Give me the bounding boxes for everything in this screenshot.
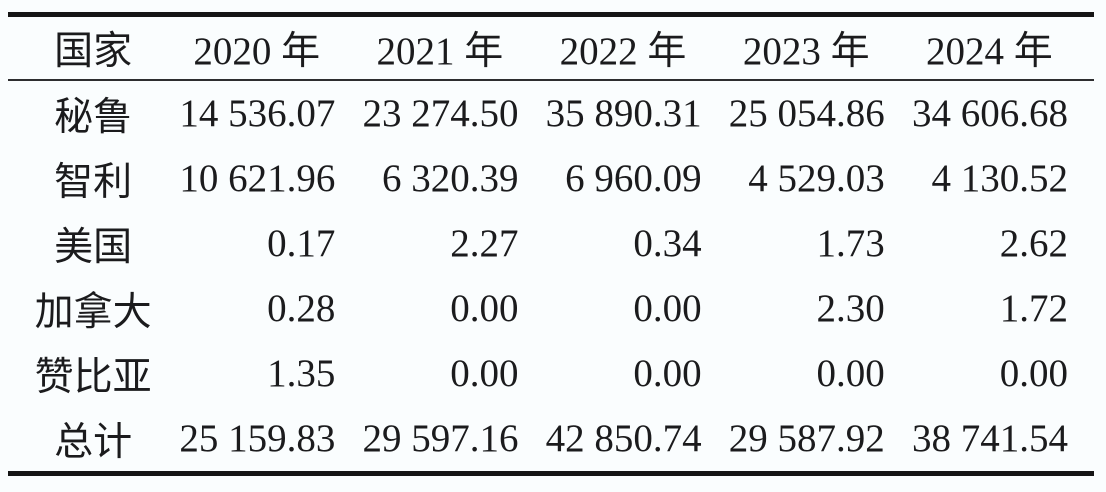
header-2024: 2024 年 (910, 14, 1094, 81)
cell-country-total: 总计 (54, 420, 133, 464)
cell-value: 2.30 (816, 287, 885, 330)
table-row-canada: 加拿大 0.28 0.00 0.00 2.30 1.72 (8, 276, 1094, 341)
cell-value: 6 320.39 (381, 157, 519, 200)
header-country: 国家 (8, 14, 179, 81)
cell-value: 0.00 (633, 287, 702, 330)
header-2023: 2023 年 (727, 14, 911, 81)
header-row: 国家 2020 年 2021 年 2022 年 2023 年 2024 年 (8, 14, 1094, 81)
cell-country: 赞比亚 (34, 355, 152, 399)
cell-value: 0.00 (999, 352, 1068, 395)
table-row-usa: 美国 0.17 2.27 0.34 1.73 2.62 (8, 211, 1094, 276)
cell-value: 10 621.96 (179, 157, 336, 200)
cell-value: 0.00 (450, 287, 519, 330)
cell-value: 38 741.54 (912, 417, 1068, 460)
cell-value: 35 890.31 (545, 92, 702, 135)
cell-value: 1.72 (999, 287, 1068, 330)
cell-country: 加拿大 (34, 290, 152, 334)
cell-value: 42 850.74 (545, 417, 702, 460)
table-row-total: 总计 25 159.83 29 597.16 42 850.74 29 587.… (8, 406, 1094, 474)
cell-value: 4 529.03 (748, 157, 885, 200)
header-2021: 2021 年 (361, 14, 545, 81)
cell-value: 0.00 (450, 352, 519, 395)
header-2020: 2020 年 (178, 14, 362, 81)
cell-value: 34 606.68 (912, 92, 1068, 135)
cell-value: 0.17 (267, 222, 336, 265)
cell-value: 25 054.86 (728, 92, 885, 135)
table-row-zambia: 赞比亚 1.35 0.00 0.00 0.00 0.00 (8, 341, 1094, 406)
cell-value: 0.00 (816, 352, 885, 395)
cell-value: 29 587.92 (728, 417, 885, 460)
cell-value: 6 960.09 (565, 157, 702, 200)
country-year-table: 国家 2020 年 2021 年 2022 年 2023 年 2024 年 秘鲁… (8, 12, 1094, 476)
cell-value: 1.35 (267, 352, 336, 395)
cell-value: 14 536.07 (179, 92, 336, 135)
cell-country: 美国 (54, 225, 133, 269)
table-row-peru: 秘鲁 14 536.07 23 274.50 35 890.31 25 054.… (8, 80, 1094, 146)
cell-value: 25 159.83 (179, 417, 336, 460)
cell-value: 0.00 (633, 352, 702, 395)
cell-value: 29 597.16 (362, 417, 519, 460)
cell-value: 2.27 (450, 222, 519, 265)
cell-value: 0.28 (267, 287, 336, 330)
cell-country: 秘鲁 (54, 95, 133, 139)
cell-value: 23 274.50 (362, 92, 519, 135)
cell-value: 1.73 (816, 222, 885, 265)
cell-value: 4 130.52 (931, 157, 1069, 200)
cell-value: 0.34 (633, 222, 702, 265)
cell-value: 2.62 (999, 222, 1068, 265)
table-row-chile: 智利 10 621.96 6 320.39 6 960.09 4 529.03 … (8, 146, 1094, 211)
header-2022: 2022 年 (544, 14, 728, 81)
cell-country: 智利 (54, 160, 133, 204)
